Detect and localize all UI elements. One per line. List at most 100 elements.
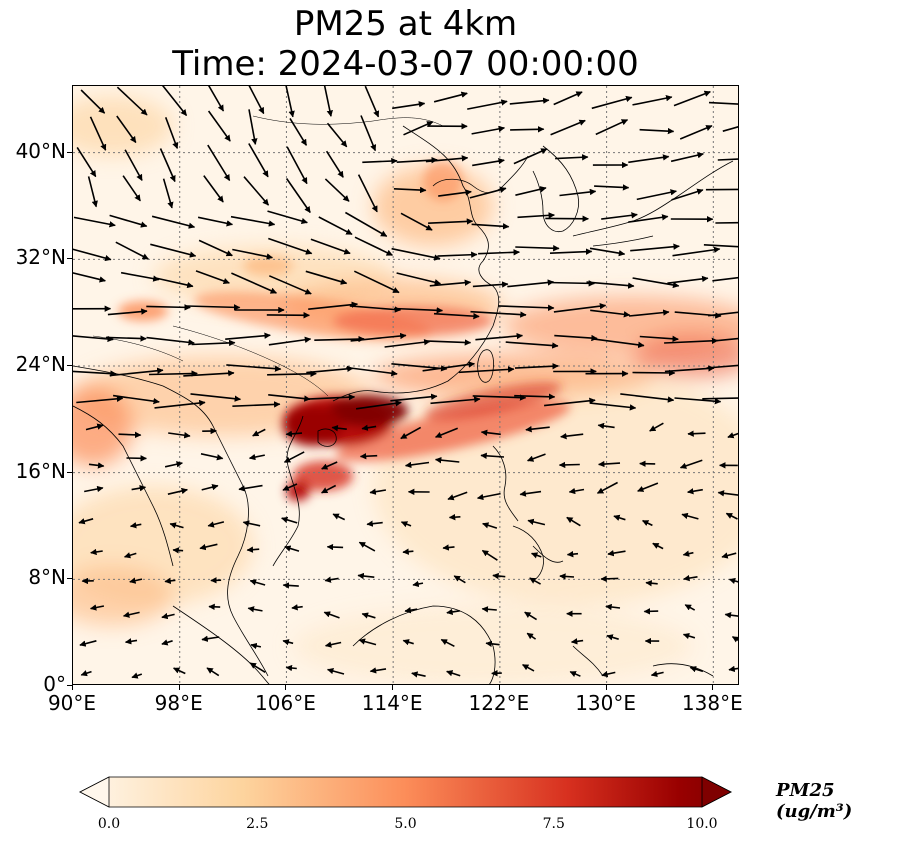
- wind-arrow-282: [492, 572, 506, 580]
- wind-arrow-299: [481, 606, 497, 613]
- wind-arrow-204: [88, 462, 105, 469]
- wind-arrow-178: [390, 393, 438, 402]
- wind-arrow-175: [268, 394, 311, 402]
- wind-arrow-256: [123, 552, 137, 559]
- wind-arrow-313: [358, 638, 377, 646]
- wind-arrow-335: [569, 670, 581, 677]
- wind-arrow-34: [76, 146, 97, 178]
- wind-arrow-59: [393, 186, 427, 194]
- chart-title-line1: PM25 at 4km: [293, 4, 518, 44]
- lon-tick-label-2: 106°E: [255, 691, 316, 715]
- wind-arrow-235: [637, 482, 659, 492]
- wind-arrow-143: [350, 332, 407, 342]
- wind-arrow-252: [642, 519, 653, 527]
- wind-arrow-130: [498, 304, 555, 311]
- wind-arrow-230: [447, 491, 468, 501]
- wind-arrow-291: [161, 612, 175, 620]
- wind-arrow-328: [285, 664, 297, 672]
- wind-arrow-14: [632, 94, 673, 106]
- wind-arrow-258: [199, 543, 218, 551]
- lon-tick-mark-2: [285, 685, 287, 690]
- wind-arrow-321: [682, 632, 696, 640]
- wind-arrow-75: [345, 211, 388, 237]
- wind-arrow-247: [448, 513, 461, 521]
- wind-arrow-231: [476, 492, 501, 501]
- wind-arrow-298: [446, 608, 460, 616]
- wind-arrow-236: [687, 488, 703, 495]
- lon-tick-mark-0: [72, 685, 73, 690]
- wind-arrow-68: [73, 216, 116, 228]
- wind-arrow-152: [713, 337, 738, 342]
- wind-arrow-94: [437, 251, 478, 258]
- wind-arrow-1: [116, 86, 148, 116]
- wind-arrow-129: [470, 310, 527, 318]
- wind-arrow-202: [687, 430, 706, 437]
- wind-arrow-314: [402, 639, 414, 646]
- wind-arrow-318: [570, 638, 584, 645]
- wind-arrow-70: [151, 215, 196, 229]
- wind-arrow-284: [559, 573, 575, 580]
- wind-arrow-243: [281, 516, 298, 524]
- wind-arrow-239: [129, 522, 142, 529]
- wind-arrow-156: [183, 370, 235, 377]
- wind-arrow-224: [201, 484, 219, 491]
- lat-tick-mark-5: [67, 685, 72, 686]
- wind-arrow-88: [198, 239, 233, 257]
- wind-arrow-78: [471, 223, 510, 230]
- wind-arrow-164: [514, 362, 559, 370]
- wind-arrow-157: [226, 364, 282, 372]
- wind-arrow-310: [250, 642, 262, 650]
- wind-arrow-308: [161, 639, 173, 646]
- wind-arrow-150: [639, 335, 679, 342]
- wind-arrow-149: [593, 338, 645, 349]
- wind-arrow-159: [306, 365, 354, 374]
- wind-arrow-269: [652, 542, 664, 550]
- wind-arrow-326: [206, 667, 220, 677]
- wind-arrow-238: [78, 518, 94, 525]
- wind-arrow-41: [362, 157, 398, 165]
- wind-arrow-225: [238, 484, 263, 492]
- wind-arrow-147: [505, 341, 559, 349]
- wind-arrow-211: [359, 453, 378, 460]
- wind-arrow-162: [422, 361, 476, 372]
- wind-arrow-2: [162, 86, 188, 117]
- wind-arrow-10: [467, 99, 508, 110]
- wind-arrow-315: [440, 638, 455, 648]
- lat-tick-label-5: 0°: [43, 672, 66, 696]
- wind-arrow-101: [703, 244, 738, 248]
- wind-arrow-177: [355, 400, 402, 410]
- wind-arrow-135: [708, 311, 738, 317]
- wind-arrow-334: [522, 663, 535, 672]
- lon-tick-label-6: 138°E: [681, 691, 743, 715]
- wind-arrow-95: [478, 249, 520, 256]
- wind-arrow-97: [549, 248, 593, 255]
- lon-tick-label-4: 122°E: [468, 691, 530, 715]
- wind-arrow-196: [435, 427, 458, 438]
- wind-arrow-200: [597, 422, 615, 430]
- wind-arrow-255: [90, 548, 103, 556]
- wind-arrow-6: [323, 86, 333, 117]
- wind-arrow-107: [268, 275, 312, 295]
- wind-arrow-106: [231, 272, 277, 294]
- wind-arrow-219: [679, 459, 703, 469]
- wind-arrow-29: [550, 119, 586, 136]
- map-panel: [72, 85, 739, 685]
- wind-arrow-233: [568, 487, 585, 495]
- colorbar-label: PM25 (ug/m³): [776, 780, 853, 822]
- wind-arrow-253: [681, 512, 699, 520]
- wind-arrow-23: [326, 122, 348, 148]
- wind-arrow-312: [324, 641, 342, 648]
- lon-tick-mark-5: [605, 685, 607, 690]
- wind-arrow-332: [446, 670, 461, 677]
- chart-title-line2: Time: 2024-03-07 00:00:00: [172, 44, 639, 84]
- wind-arrow-228: [369, 488, 387, 495]
- wind-arrow-8: [392, 101, 426, 110]
- wind-arrow-20: [207, 110, 231, 142]
- wind-arrow-339: [728, 665, 738, 673]
- wind-arrow-115: [586, 281, 635, 289]
- colorbar-tick-2: 5.0: [394, 816, 417, 832]
- wind-arrow-91: [310, 238, 351, 255]
- wind-arrow-51: [87, 176, 98, 208]
- lat-tick-mark-4: [67, 578, 72, 580]
- wind-arrow-50: [717, 158, 738, 161]
